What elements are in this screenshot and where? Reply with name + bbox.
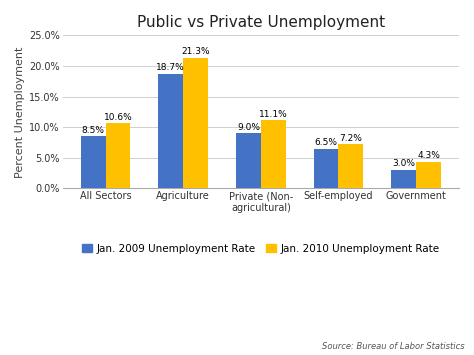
Text: 9.0%: 9.0% (237, 123, 260, 132)
Bar (314, 148, 338, 188)
Bar (338, 144, 364, 188)
Bar (416, 162, 441, 188)
Text: 11.1%: 11.1% (259, 110, 288, 119)
Bar (392, 170, 416, 188)
Bar (183, 58, 208, 188)
Text: 8.5%: 8.5% (82, 126, 105, 135)
Text: 4.3%: 4.3% (417, 152, 440, 160)
Bar (81, 136, 106, 188)
Bar (158, 74, 183, 188)
Text: Source: Bureau of Labor Statistics: Source: Bureau of Labor Statistics (322, 343, 465, 351)
Y-axis label: Percent Unemployment: Percent Unemployment (15, 46, 25, 178)
Title: Public vs Private Unemployment: Public vs Private Unemployment (137, 15, 385, 30)
Text: 10.6%: 10.6% (104, 113, 132, 122)
Bar (236, 133, 261, 188)
Text: 21.3%: 21.3% (182, 48, 210, 56)
Text: 7.2%: 7.2% (339, 134, 362, 143)
Text: 18.7%: 18.7% (156, 63, 185, 72)
Bar (106, 124, 130, 188)
Legend: Jan. 2009 Unemployment Rate, Jan. 2010 Unemployment Rate: Jan. 2009 Unemployment Rate, Jan. 2010 U… (78, 239, 444, 258)
Text: 6.5%: 6.5% (315, 138, 337, 147)
Bar (261, 120, 286, 188)
Text: 3.0%: 3.0% (392, 159, 415, 168)
